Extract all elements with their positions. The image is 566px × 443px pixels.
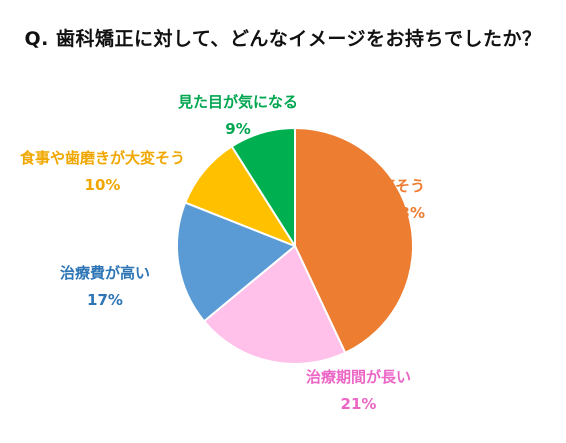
slice-label-percent: 9% xyxy=(225,120,251,138)
pie-slice-pain xyxy=(294,127,414,354)
chart-title: Q. 歯科矯正に対して、どんなイメージをお持ちでしたか？ xyxy=(24,28,542,50)
slice-label-name: 見た目が気になる xyxy=(178,93,299,111)
slice-label-appearance: 見た目が気になる 9% xyxy=(178,92,298,139)
slice-label-percent: 21% xyxy=(340,395,377,413)
slice-label-eating-brushing: 食事や歯磨きが大変そう 10% xyxy=(20,148,185,195)
slice-label-name: 治療期間が長い xyxy=(306,368,412,386)
pie-slice-high-cost xyxy=(176,201,296,323)
slice-label-high-cost: 治療費が高い 17% xyxy=(60,263,150,310)
pie-slice-long-treatment xyxy=(203,245,347,365)
slice-label-name: 痛そう xyxy=(380,177,426,195)
slice-label-percent: 43% xyxy=(389,204,426,222)
slice-label-name: 食事や歯磨きが大変そう xyxy=(20,149,186,167)
pie-slice-appearance xyxy=(230,127,296,247)
slice-label-pain: 痛そう 43% xyxy=(380,176,425,223)
pie-slice-eating-brushing xyxy=(184,145,296,247)
slice-label-percent: 17% xyxy=(87,291,123,309)
slice-label-percent: 10% xyxy=(84,176,121,194)
slice-label-name: 治療費が高い xyxy=(60,264,151,282)
slice-label-long-treatment: 治療期間が長い 21% xyxy=(306,367,411,414)
